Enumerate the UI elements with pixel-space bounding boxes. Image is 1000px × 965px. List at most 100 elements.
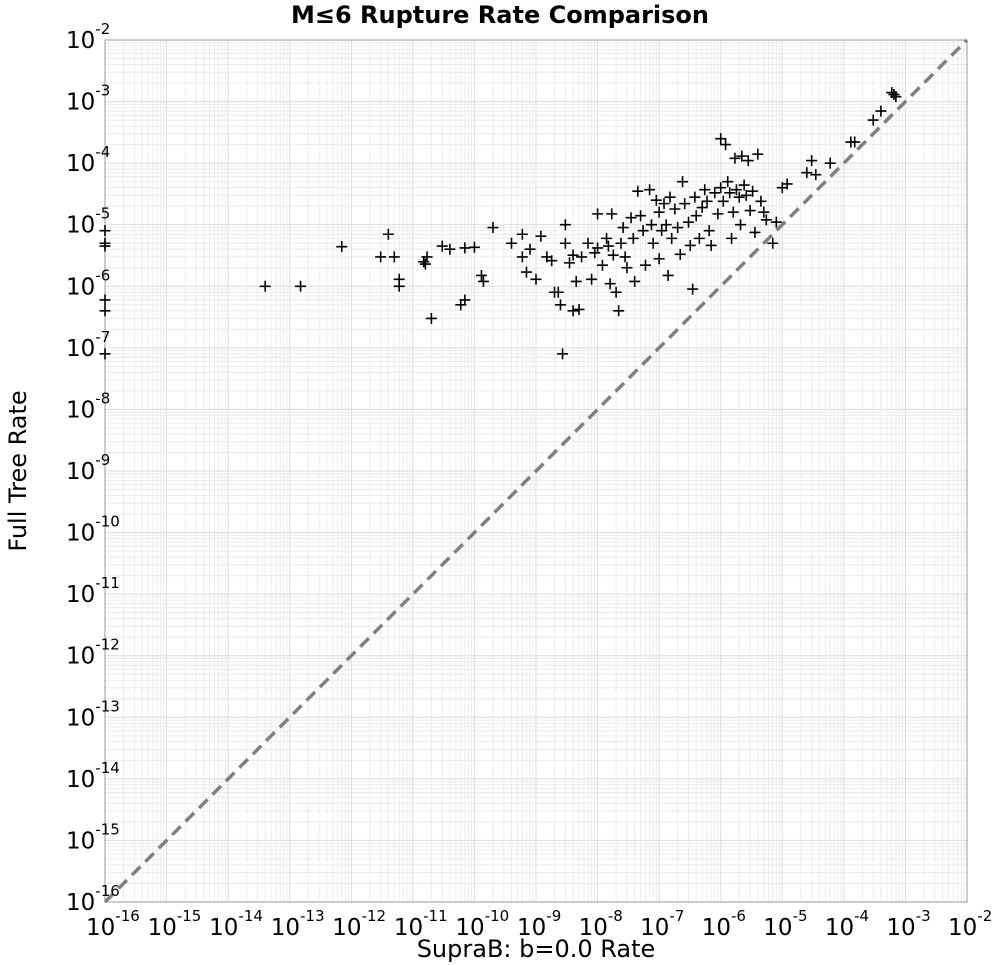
x-tick-labels: 10-16 10-15 10-14 10-13 10-12 10-11 10-10 10-9 1… [86,907,992,941]
data-point [888,89,900,101]
data-point [645,219,657,231]
data-point [475,269,487,281]
data-point [658,198,670,210]
data-point [664,191,676,203]
y-tick-label: 10-14 [66,759,120,793]
x-axis-label: SupraB: b=0.0 Rate [417,935,656,963]
data-point [567,305,579,317]
data-point [627,232,639,244]
data-point [99,294,111,306]
data-point [801,167,813,179]
data-point [487,222,499,234]
data-point [632,185,644,197]
data-point [99,225,111,237]
y-tick-label: 10-8 [66,389,110,423]
y-tick-label: 10-5 [66,205,110,239]
data-points [99,87,902,360]
x-tick-label: 10-12 [332,907,386,941]
data-point [715,182,727,194]
data-point [582,237,594,249]
data-point [375,251,387,263]
data-point [656,225,668,237]
data-point [683,216,695,228]
data-point [99,240,111,252]
data-point [890,91,902,103]
data-point [524,243,536,255]
data-point [295,280,307,292]
data-point [625,212,637,224]
data-point [806,155,818,167]
y-tick-label: 10-16 [66,882,120,916]
data-point [635,210,647,222]
data-point [660,219,672,231]
data-point [606,208,618,220]
data-point [717,195,729,207]
data-point [724,187,736,199]
data-point [567,249,579,261]
data-point [559,219,571,231]
data-point [259,280,271,292]
data-point [388,251,400,263]
data-point [468,241,480,253]
data-point [617,222,629,234]
data-point [770,216,782,228]
data-point [740,189,752,201]
data-point [755,195,767,207]
data-point [747,185,759,197]
data-point [729,152,741,164]
data-point [604,278,616,290]
data-point [709,187,721,199]
data-point [639,259,651,271]
data-point [669,203,681,215]
data-point [596,259,608,271]
data-point [760,214,772,226]
data-point [421,251,433,263]
data-point [425,312,437,324]
data-point [607,249,619,261]
data-point [733,191,745,203]
x-tick-label: 10-2 [948,907,992,941]
x-tick-label: 10-9 [517,907,561,941]
data-point [666,232,678,244]
x-tick-label: 10-3 [886,907,930,941]
data-point [419,258,431,270]
data-point [552,286,564,298]
reference-line-y-equals-x [103,38,969,904]
data-point [559,237,571,249]
data-point [459,294,471,306]
y-tick-label: 10-3 [66,82,110,116]
data-point [705,239,717,251]
data-point [629,275,641,287]
data-point [689,191,701,203]
x-tick-label: 10-6 [702,907,746,941]
data-point [647,237,659,249]
y-tick-label: 10-11 [66,574,120,608]
y-tick-label: 10-15 [66,820,120,854]
data-point [726,232,738,244]
data-point [867,114,879,126]
data-point [557,348,569,360]
x-tick-label: 10-5 [763,907,807,941]
data-point [744,205,756,217]
y-tick-label: 10-7 [66,328,110,362]
data-point [693,232,705,244]
data-point [735,219,747,231]
plot-frame [104,39,968,903]
data-point [672,222,684,234]
data-point [810,169,822,181]
data-point [615,237,627,249]
data-point [736,150,748,162]
data-point [767,237,779,249]
data-point [563,257,575,269]
y-tick-label: 10-10 [66,513,120,547]
data-point [99,348,111,360]
data-point [677,176,689,188]
data-point [436,240,448,252]
data-point [637,225,649,237]
y-tick-label: 10-12 [66,636,120,670]
x-tick-label: 10-8 [579,907,623,941]
data-point [576,251,588,263]
data-point [477,275,489,287]
x-tick-label: 10-11 [394,907,448,941]
